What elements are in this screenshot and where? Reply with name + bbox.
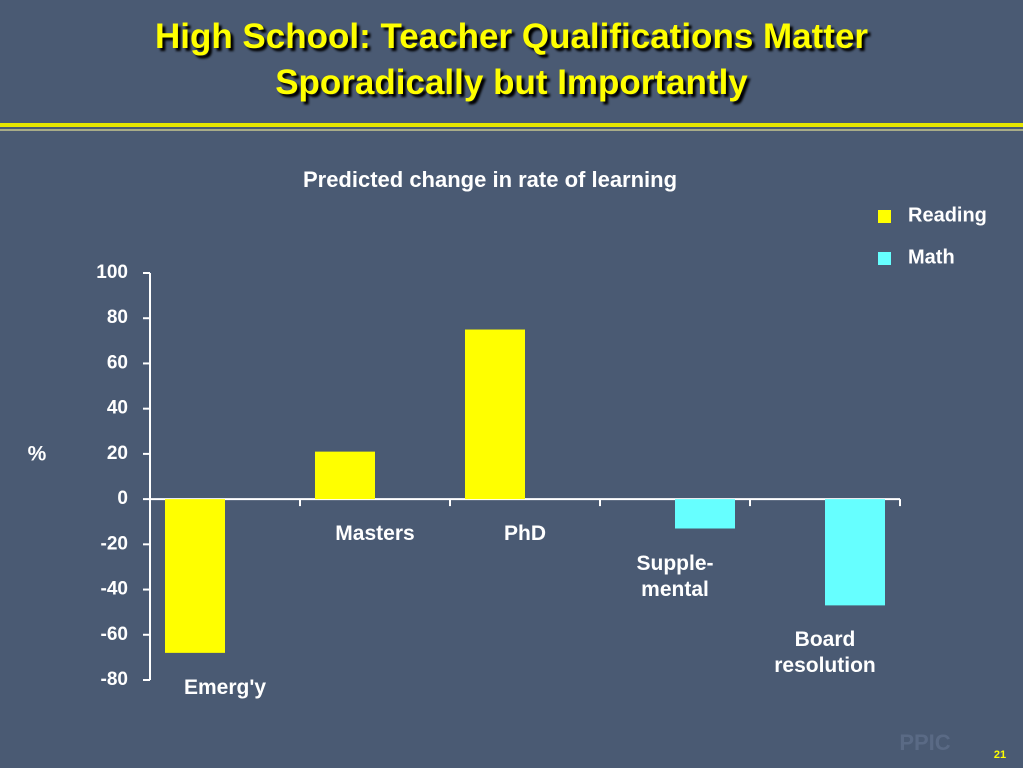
bar xyxy=(465,329,525,500)
page-number: 21 xyxy=(994,749,1006,761)
x-tick-label: Board resolution xyxy=(774,628,876,678)
legend-swatch xyxy=(878,210,891,223)
y-tick-label: -40 xyxy=(101,579,128,600)
bar xyxy=(165,499,225,653)
y-tick-label: -20 xyxy=(101,533,128,554)
y-tick-label: 40 xyxy=(107,398,128,419)
y-tick-label: -80 xyxy=(101,669,128,690)
y-tick-label: 0 xyxy=(117,488,128,509)
slide-title: High School: Teacher Qualifications Matt… xyxy=(154,17,869,102)
y-tick-label: 80 xyxy=(107,307,128,328)
x-tick-label: Supple- mental xyxy=(636,551,714,601)
bar xyxy=(675,499,735,529)
y-tick-label: 60 xyxy=(107,352,128,373)
y-tick-label: -60 xyxy=(101,624,128,645)
bar xyxy=(315,451,375,500)
y-axis-label: % xyxy=(28,443,47,466)
logo: PPIC xyxy=(899,730,950,755)
legend-swatch xyxy=(878,252,891,265)
x-tick-label: Emerg'y xyxy=(183,675,267,699)
legend-label: Math xyxy=(908,246,955,268)
y-tick-label: 20 xyxy=(107,443,128,464)
legend-label: Reading xyxy=(908,204,987,226)
x-tick-label: Masters xyxy=(335,522,415,546)
y-tick-label: 100 xyxy=(96,262,128,283)
x-tick-label: PhD xyxy=(504,522,546,546)
bar xyxy=(825,499,885,606)
chart-subtitle: Predicted change in rate of learning xyxy=(303,167,677,192)
